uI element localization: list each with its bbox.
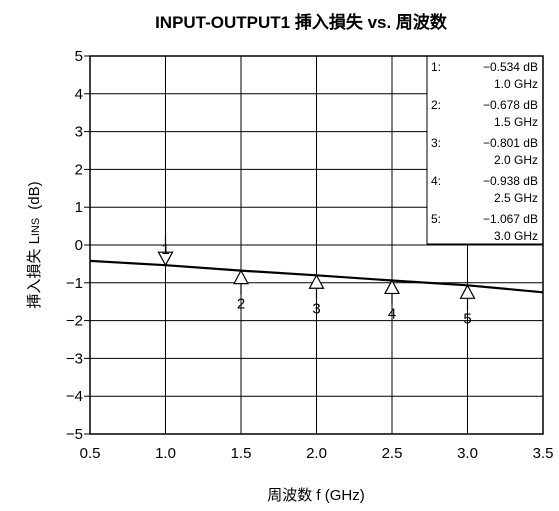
x-tick-labels: 0.5 1.0 1.5 2.0 2.5 3.0 3.5 [80, 445, 554, 462]
marker-label: 3 [312, 300, 320, 317]
marker-triangle [308, 274, 325, 289]
y-tick-label: −3 [66, 350, 83, 367]
y-tick-labels: 5 4 3 2 1 0 −1 −2 −3 −4 −5 [66, 48, 83, 443]
marker-value-table-entries: 1: −0.534 dB 1.0 GHz 2: −0.678 dB 1.5 GHz 3: −0… [431, 60, 538, 243]
marker-table-value: −0.938 dB [483, 174, 538, 188]
marker-label: 1 [161, 241, 169, 258]
marker-triangle [459, 284, 476, 299]
marker-table-frequency: 2.5 GHz [494, 191, 538, 205]
y-tick-label: −5 [66, 426, 83, 443]
y-tick-label: 1 [75, 199, 83, 216]
marker-table-value: −0.534 dB [483, 60, 538, 74]
y-tick-label: −4 [66, 388, 83, 405]
y-axis-title-subscript: INS [30, 218, 42, 236]
marker-table-frequency: 1.0 GHz [494, 77, 538, 91]
y-tick-label: 3 [75, 124, 83, 141]
y-axis-title: 挿入損失 LINS (dB) [26, 181, 43, 308]
x-tick-label: 1.5 [231, 445, 252, 462]
marker-value-table [426, 55, 544, 245]
marker-table-value: −1.067 dB [483, 212, 538, 226]
marker-table-value: −0.678 dB [483, 98, 538, 112]
x-tick-label: 2.5 [382, 445, 403, 462]
x-tick-label: 3.5 [533, 445, 554, 462]
marker-label: 5 [463, 310, 471, 327]
x-tick-label: 3.0 [457, 445, 478, 462]
y-axis-title-unit: (dB) [26, 181, 43, 209]
y-tick-label: 2 [75, 161, 83, 178]
y-tick-label: 5 [75, 48, 83, 65]
marker-table-frequency: 1.5 GHz [494, 115, 538, 129]
x-tick-label: 1.0 [155, 445, 176, 462]
marker-triangle [232, 269, 250, 285]
marker-table-frequency: 3.0 GHz [494, 229, 538, 243]
x-tick-label: 2.0 [306, 445, 327, 462]
marker-table-index: 4: [431, 174, 441, 188]
y-tick-label: 0 [75, 237, 83, 254]
x-tick-label: 0.5 [80, 445, 101, 462]
marker-label: 2 [237, 296, 245, 313]
marker-table-index: 3: [431, 136, 441, 150]
marker-triangle [157, 251, 174, 267]
marker-table-index: 1: [431, 60, 441, 74]
chart-title: INPUT-OUTPUT1 挿入損失 vs. 周波数 [155, 12, 448, 32]
marker-layer: 1 2 3 4 5 [157, 235, 476, 327]
marker-table-frequency: 2.0 GHz [494, 153, 538, 167]
marker-table-value: −0.801 dB [483, 136, 538, 150]
x-axis-title: 周波数 f (GHz) [267, 487, 365, 504]
y-tick-label: −2 [66, 313, 83, 330]
marker-label: 4 [388, 305, 396, 322]
y-tick-label: 4 [75, 86, 83, 103]
plot-frame [89, 55, 544, 435]
y-tick-label: −1 [66, 275, 83, 292]
y-axis-title-main: 挿入損失 L [26, 236, 43, 309]
marker-table-index: 5: [431, 212, 441, 226]
marker-table-index: 2: [431, 98, 441, 112]
